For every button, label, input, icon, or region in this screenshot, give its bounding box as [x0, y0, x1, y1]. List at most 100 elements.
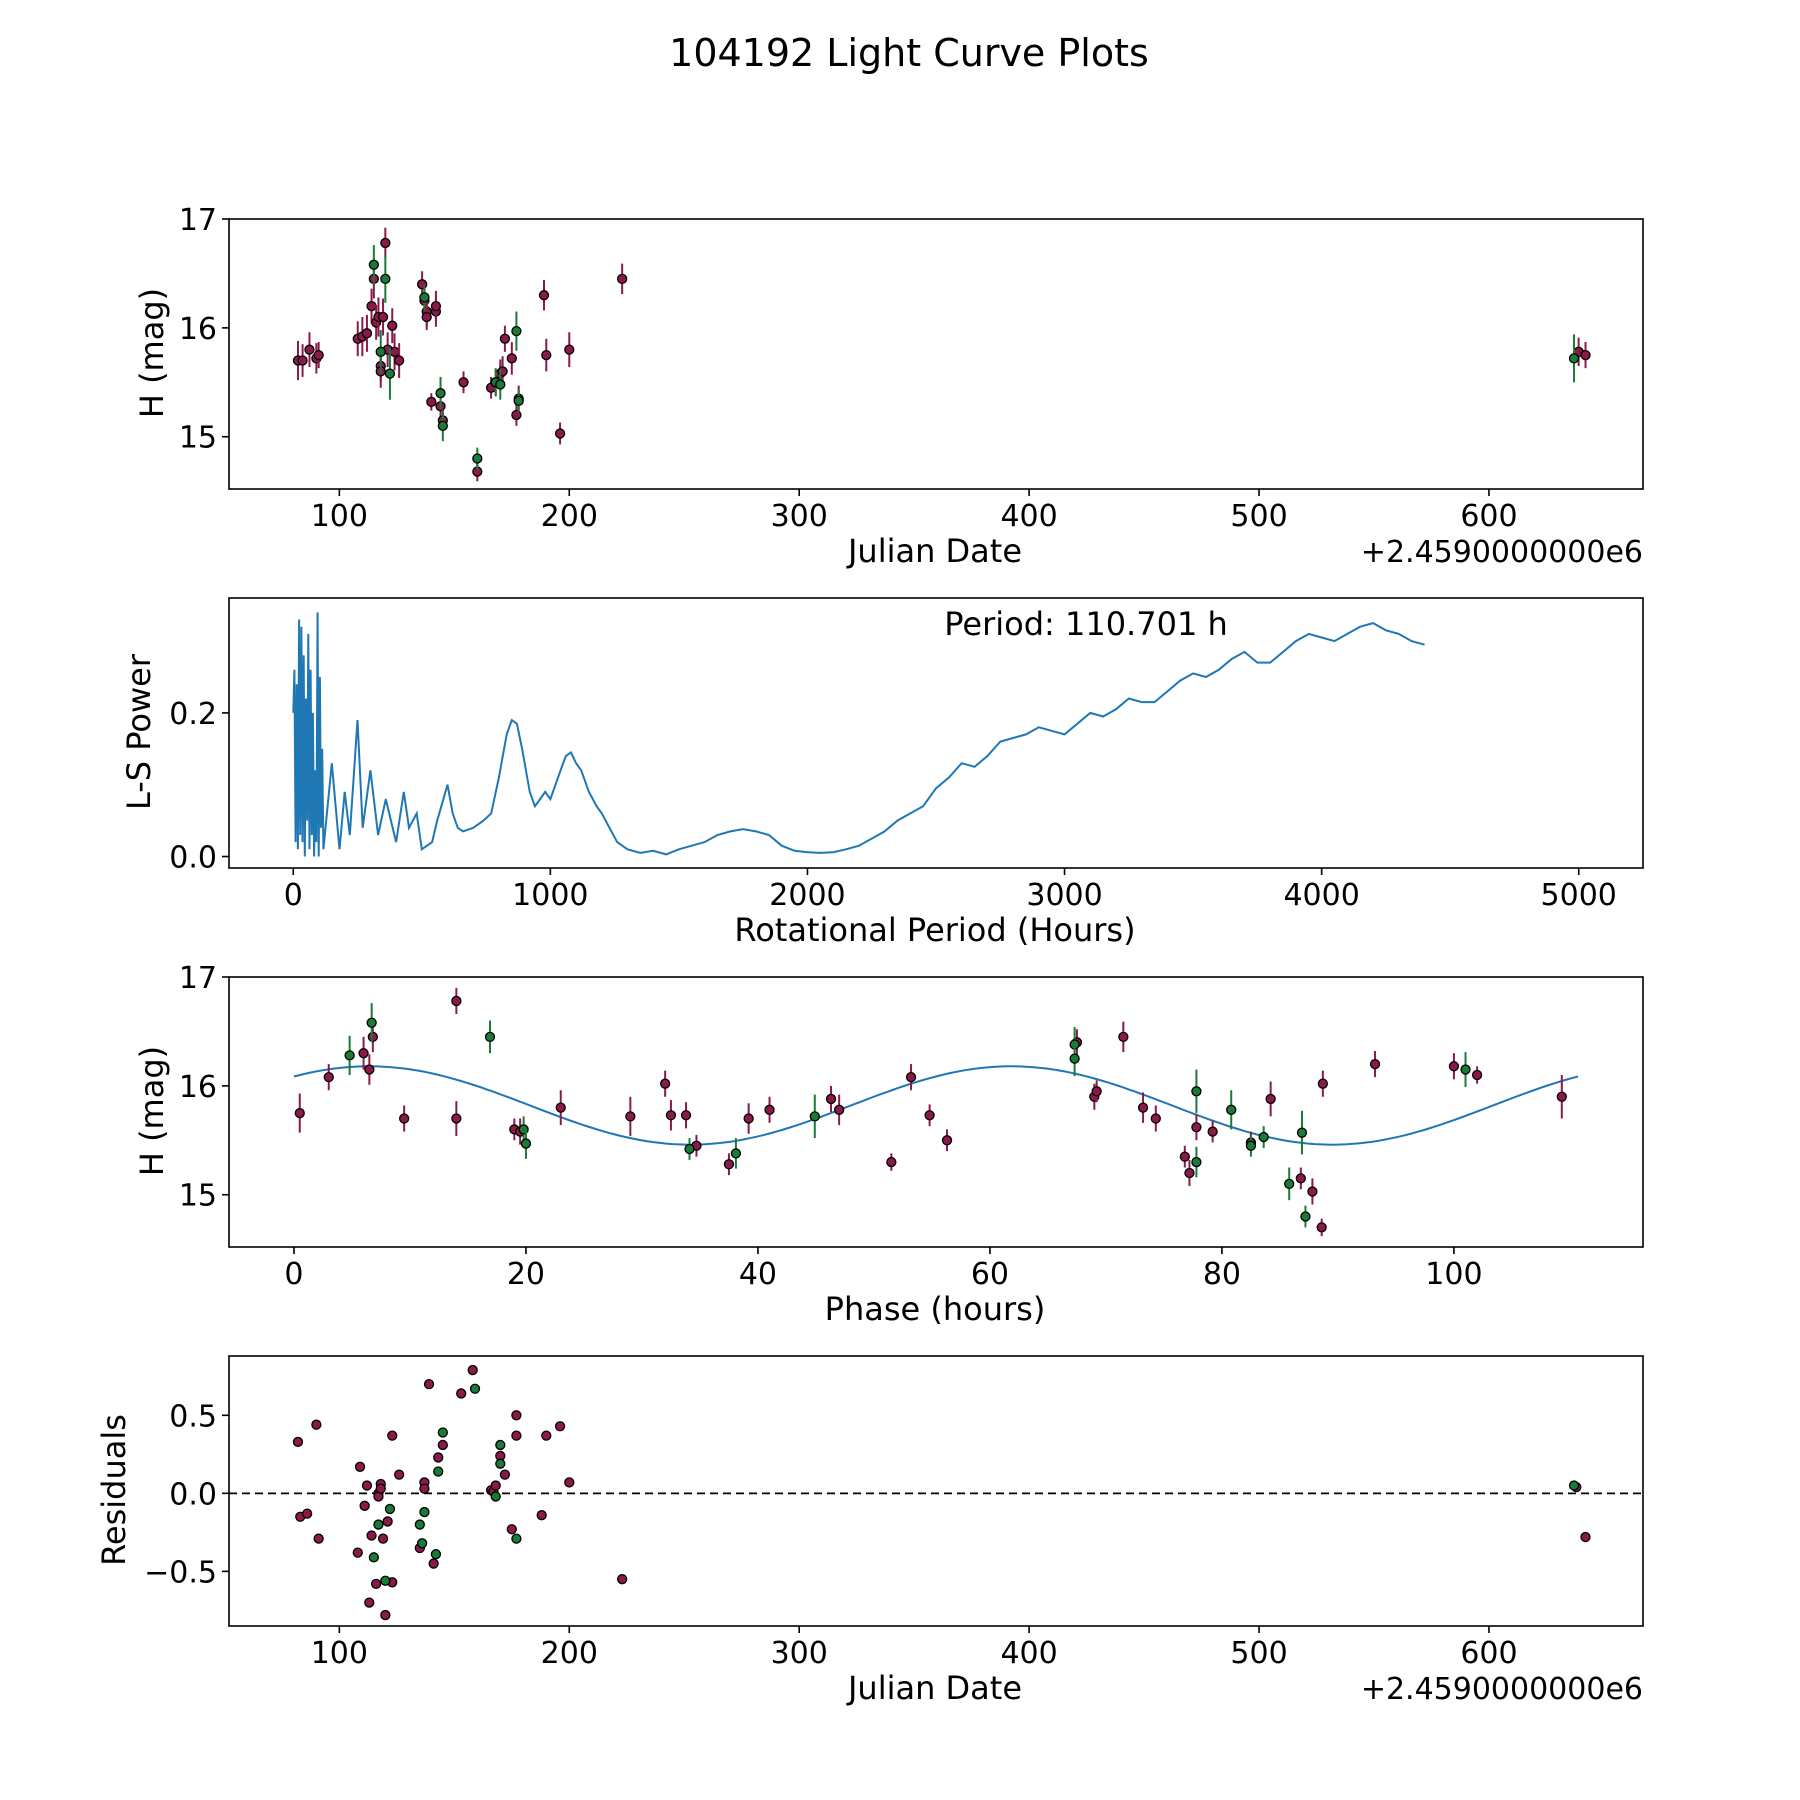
phase-fold-magenta-point [294, 1107, 305, 1119]
phase-fold-xtick-label: 60 [971, 1257, 1009, 1292]
residuals-ytick-label: 0.0 [169, 1477, 217, 1512]
light-curve-magenta-point [389, 346, 400, 357]
residuals-axes-frame [228, 1355, 1644, 1627]
phase-fold-magenta-point [1179, 1151, 1190, 1162]
light-curve-magenta-point [538, 290, 550, 301]
residuals-xtick-label: 600 [1460, 1636, 1517, 1671]
phase-fold-magenta-point [1448, 1061, 1460, 1072]
phase-fold-magenta-point [723, 1159, 735, 1170]
phase-fold-magenta-point [1265, 1093, 1276, 1105]
light-curve-magenta-point [1580, 349, 1591, 361]
residuals-green-point [384, 1503, 396, 1515]
light-curve-magenta-point [304, 344, 315, 355]
light-curve-xlabel: Julian Date [846, 532, 1022, 570]
light-curve-ytick-label: 16 [179, 312, 217, 347]
periodogram-ytick-label: 0.2 [169, 697, 217, 732]
phase-fold-magenta-point [743, 1113, 754, 1124]
phase-fold-green-point [1226, 1104, 1237, 1115]
phase-fold-magenta-point [555, 1102, 566, 1113]
light-curve-magenta-point [313, 349, 324, 361]
phase-fold-green-point [344, 1050, 355, 1061]
light-curve-xtick-label: 600 [1460, 499, 1517, 534]
residuals-magenta-point [393, 1469, 405, 1480]
phase-fold-magenta-point [358, 1048, 369, 1059]
periodogram-xtick-label: 2000 [769, 878, 845, 913]
light-curve-green-point [472, 453, 483, 464]
residuals-magenta-point [313, 1533, 324, 1544]
phase-fold-magenta-point [625, 1111, 636, 1122]
residuals-magenta-point [506, 1524, 517, 1535]
phase-fold-magenta-point [451, 1113, 462, 1124]
phase-fold-magenta-point [364, 1064, 375, 1075]
residuals-magenta-point [302, 1508, 313, 1519]
phase-fold-magenta-point [1295, 1173, 1306, 1184]
light-curve-magenta-point [380, 237, 391, 249]
phase-fold-magenta-point [905, 1072, 917, 1083]
residuals-magenta-point [419, 1483, 430, 1494]
phase-fold-xtick-label: 40 [739, 1257, 777, 1292]
phase-fold-green-point [730, 1148, 742, 1159]
light-curve-magenta-point [361, 328, 373, 339]
residuals-magenta-point [456, 1388, 467, 1399]
residuals-magenta-point [352, 1547, 363, 1558]
residuals-ytick-label: −0.5 [144, 1555, 217, 1590]
residuals-magenta-point [377, 1533, 389, 1544]
phase-fold-green-point [1191, 1086, 1202, 1097]
light-curve-xtick-label: 300 [771, 499, 828, 534]
light-curve-magenta-point [387, 320, 398, 331]
periodogram-xtick-label: 5000 [1541, 878, 1617, 913]
periodogram-xtick-label: 3000 [1026, 878, 1102, 913]
residuals-magenta-point [564, 1477, 575, 1488]
phase-fold-xlabel: Phase (hours) [825, 1290, 1046, 1328]
light-curve-magenta-point [377, 311, 389, 323]
residuals-magenta-point [428, 1558, 439, 1569]
light-curve-magenta-point [458, 377, 469, 388]
residuals-green-point [1568, 1480, 1580, 1491]
residuals-magenta-point [375, 1483, 386, 1494]
light-curve-green-point [513, 395, 524, 406]
light-curve-xtick-label: 500 [1230, 499, 1287, 534]
residuals-magenta-point [437, 1439, 448, 1451]
phase-fold-magenta-point [1150, 1113, 1161, 1124]
residuals-xtick-label: 100 [311, 1636, 368, 1671]
phase-fold-magenta-point [886, 1156, 897, 1168]
residuals-magenta-point [511, 1430, 522, 1441]
phase-fold-magenta-point [1191, 1122, 1202, 1133]
phase-fold-green-point [366, 1017, 377, 1028]
light-curve-green-point [419, 292, 430, 303]
phase-fold-magenta-point [924, 1110, 935, 1121]
residuals-green-point [433, 1466, 444, 1477]
light-curve-magenta-point [430, 300, 442, 312]
residuals-green-point [437, 1427, 448, 1438]
light-curve-magenta-point [499, 333, 511, 344]
phase-fold-magenta-point [680, 1110, 692, 1121]
residuals-magenta-point [354, 1461, 366, 1472]
phase-fold-axes-frame [228, 976, 1644, 1248]
residuals-panel: Julian Date Residuals +2.4590000000e6 10… [95, 1355, 1644, 1707]
light-curve-magenta-point [564, 344, 575, 355]
light-curve-green-point [1568, 353, 1580, 364]
residuals-xtick-label: 400 [1000, 1636, 1057, 1671]
periodogram-ylabel: L-S Power [120, 653, 158, 810]
residuals-magenta-point [292, 1436, 304, 1447]
residuals-magenta-point [311, 1419, 322, 1430]
residuals-green-point [490, 1491, 501, 1502]
residuals-magenta-point [617, 1574, 628, 1585]
residuals-magenta-point [366, 1530, 377, 1541]
residuals-magenta-point [423, 1378, 435, 1390]
residuals-offset-label: +2.4590000000e6 [1361, 1672, 1643, 1707]
light-curve-panel: Julian Date H (mag) +2.4590000000e6 100 2… [133, 203, 1644, 570]
phase-fold-xtick-label: 20 [507, 1257, 545, 1292]
light-curve-green-point [495, 379, 506, 390]
phase-fold-xtick-label: 80 [1203, 1257, 1241, 1292]
phase-fold-magenta-point [1316, 1222, 1327, 1233]
residuals-magenta-point [387, 1430, 398, 1441]
light-curve-magenta-point [554, 428, 566, 439]
phase-fold-green-point [1296, 1127, 1308, 1138]
periodogram-xtick-label: 4000 [1283, 878, 1359, 913]
figure-title: 104192 Light Curve Plots [669, 31, 1149, 75]
residuals-magenta-point [541, 1430, 552, 1441]
phase-fold-magenta-point [833, 1104, 845, 1115]
phase-fold-ylabel: H (mag) [133, 1046, 171, 1176]
